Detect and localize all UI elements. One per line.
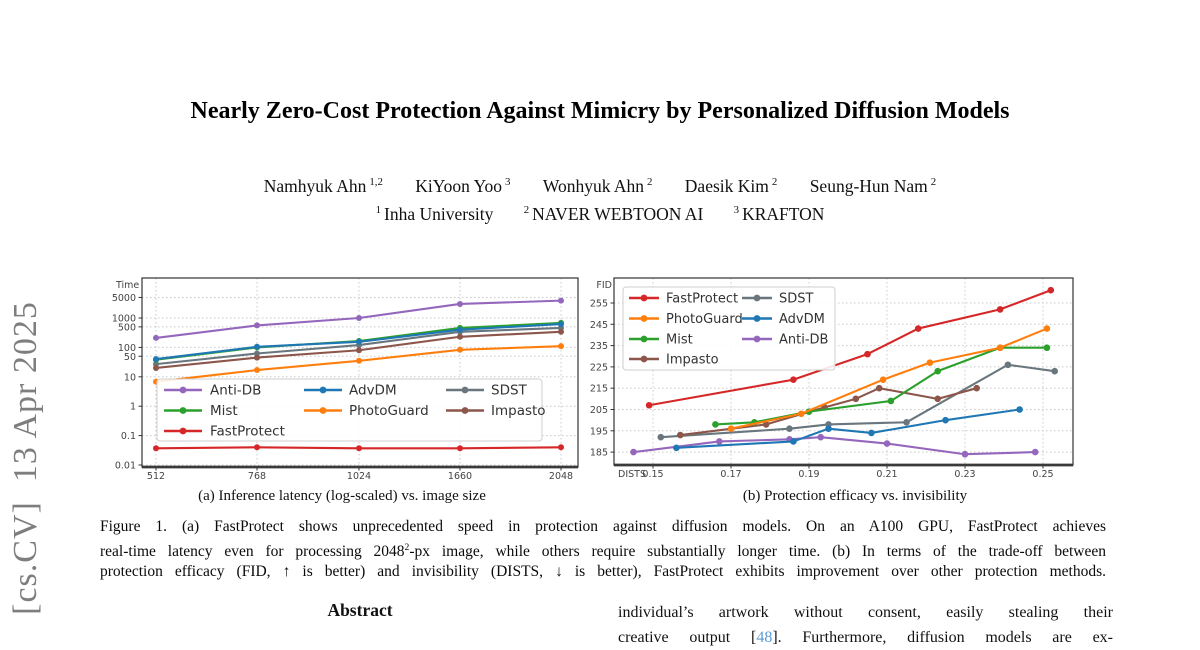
author-5-sup: 2 — [930, 176, 937, 189]
series-anti-db — [153, 297, 564, 341]
svg-text:Time: Time — [115, 280, 139, 291]
citation-48-link[interactable]: 48 — [756, 629, 773, 646]
svg-text:50: 50 — [124, 352, 136, 363]
svg-text:Anti-DB: Anti-DB — [210, 383, 261, 399]
svg-text:0.21: 0.21 — [876, 469, 897, 480]
spines-b — [613, 277, 1074, 467]
series-sdst — [657, 361, 1058, 441]
figure-caption-line-1: Figure 1. (a) FastProtect shows unpreced… — [100, 518, 1106, 535]
intro-text-column: individual’s artwork without consent, ea… — [618, 600, 1113, 650]
svg-text:245: 245 — [590, 320, 608, 331]
affiliation-2: 2 NAVER WEBTOON AI — [523, 204, 704, 224]
svg-text:PhotoGuard: PhotoGuard — [349, 403, 429, 419]
author-3: Wonhyuk Ahn 2 — [542, 176, 653, 196]
series-advdm — [673, 406, 1023, 452]
svg-text:0.25: 0.25 — [1032, 469, 1053, 480]
series-photoguard — [153, 343, 564, 385]
svg-text:10: 10 — [124, 372, 136, 383]
svg-text:DISTS: DISTS — [618, 469, 646, 480]
svg-text:215: 215 — [590, 384, 608, 395]
svg-text:0.23: 0.23 — [954, 469, 975, 480]
svg-text:255: 255 — [590, 299, 608, 310]
svg-text:1000: 1000 — [112, 314, 136, 325]
svg-text:Impasto: Impasto — [491, 403, 546, 419]
author-2-sup: 3 — [505, 176, 511, 189]
svg-text:0.17: 0.17 — [720, 469, 741, 480]
svg-text:Impasto: Impasto — [666, 353, 719, 368]
affiliation-1: 1 Inha University — [375, 204, 494, 224]
svg-text:AdvDM: AdvDM — [349, 383, 397, 399]
svg-text:0.15: 0.15 — [642, 469, 663, 480]
author-3-sup: 2 — [647, 176, 653, 189]
svg-text:1660: 1660 — [448, 471, 472, 482]
affiliations-line: 1 Inha University 2 NAVER WEBTOON AI 3 KRAF… — [0, 204, 1200, 225]
subcaption-b: (b) Protection efficacy vs. invisibility — [742, 488, 968, 504]
svg-text:500: 500 — [118, 322, 136, 333]
author-1-sup: 1,2 — [369, 176, 383, 189]
author-1: Namhyuk Ahn 1,2 — [263, 176, 383, 196]
authors-line: Namhyuk Ahn 1,2 KiYoon Yoo 3 Wonhyuk Ahn 2 … — [0, 176, 1200, 197]
svg-text:FastProtect: FastProtect — [666, 292, 738, 307]
subcaption-a: (a) Inference latency (log-scaled) vs. i… — [198, 488, 486, 504]
svg-text:100: 100 — [118, 343, 136, 354]
svg-text:512: 512 — [147, 471, 165, 482]
svg-text:FastProtect: FastProtect — [210, 424, 285, 440]
svg-text:768: 768 — [248, 471, 266, 482]
author-5: Seung-Hun Nam 2 — [809, 176, 937, 196]
intro-line-2: creative output [48]. Furthermore, diffu… — [618, 629, 1114, 646]
series-anti-db — [630, 433, 1039, 458]
svg-text:AdvDM: AdvDM — [779, 312, 825, 327]
svg-text:0.19: 0.19 — [798, 469, 819, 480]
svg-text:5000: 5000 — [112, 293, 136, 304]
svg-text:225: 225 — [590, 362, 608, 373]
svg-text:235: 235 — [590, 341, 608, 352]
series-fastprotect — [645, 286, 1055, 409]
figure-caption-line-2: real-time latency even for processing 20… — [100, 541, 1106, 560]
svg-text:185: 185 — [590, 448, 608, 459]
svg-text:FID: FID — [596, 280, 612, 291]
legend: FastProtect PhotoGuard Mist Impasto SDST AdvD… — [622, 286, 836, 371]
series-fastprotect — [153, 444, 564, 452]
chart-b-efficacy: 0.15 0.17 0.19 0.21 0.23 0.25 255 245 235 225 215 2… — [590, 277, 1074, 480]
svg-text:195: 195 — [590, 426, 608, 437]
svg-text:0.1: 0.1 — [121, 431, 136, 442]
series-impasto — [153, 328, 564, 371]
svg-text:Anti-DB: Anti-DB — [779, 333, 828, 348]
intro-line-1: individual’s artwork without consent, ea… — [618, 604, 1113, 621]
caption-superscript: 2 — [404, 541, 410, 553]
svg-text:1024: 1024 — [347, 471, 371, 482]
axes-b: 0.15 0.17 0.19 0.21 0.23 0.25 255 245 235 225 215 2… — [590, 280, 1054, 480]
figure-1-caption: Figure 1. (a) FastProtect shows unpreced… — [100, 517, 1106, 583]
svg-text:1: 1 — [130, 402, 136, 413]
affiliation-3: 3 KRAFTON — [733, 204, 825, 224]
svg-text:205: 205 — [590, 405, 608, 416]
svg-text:SDST: SDST — [491, 383, 528, 399]
author-4: Daesik Kim 2 — [684, 176, 778, 196]
svg-text:Mist: Mist — [666, 333, 693, 348]
svg-text:0.01: 0.01 — [115, 461, 136, 472]
author-4-sup: 2 — [771, 176, 778, 189]
svg-text:SDST: SDST — [779, 292, 814, 307]
svg-text:PhotoGuard: PhotoGuard — [666, 312, 743, 327]
figure-caption-line-3: protection efficacy (FID, ↑ is better) a… — [100, 563, 1106, 581]
arxiv-sidebar-stamp: [cs.CV] 13 Apr 2025 — [7, 301, 44, 615]
svg-text:2048: 2048 — [549, 471, 573, 482]
series-advdm — [153, 321, 564, 363]
author-2: KiYoon Yoo 3 — [415, 176, 511, 196]
abstract-heading: Abstract — [327, 600, 393, 620]
spines-a — [141, 277, 579, 469]
paper-title: Nearly Zero-Cost Protection Against Mimi… — [190, 98, 1010, 124]
series-photoguard — [727, 325, 1051, 432]
legend: Anti-DB Mist FastProtect AdvDM PhotoGuard SDS… — [156, 378, 546, 442]
svg-text:Mist: Mist — [210, 403, 238, 419]
